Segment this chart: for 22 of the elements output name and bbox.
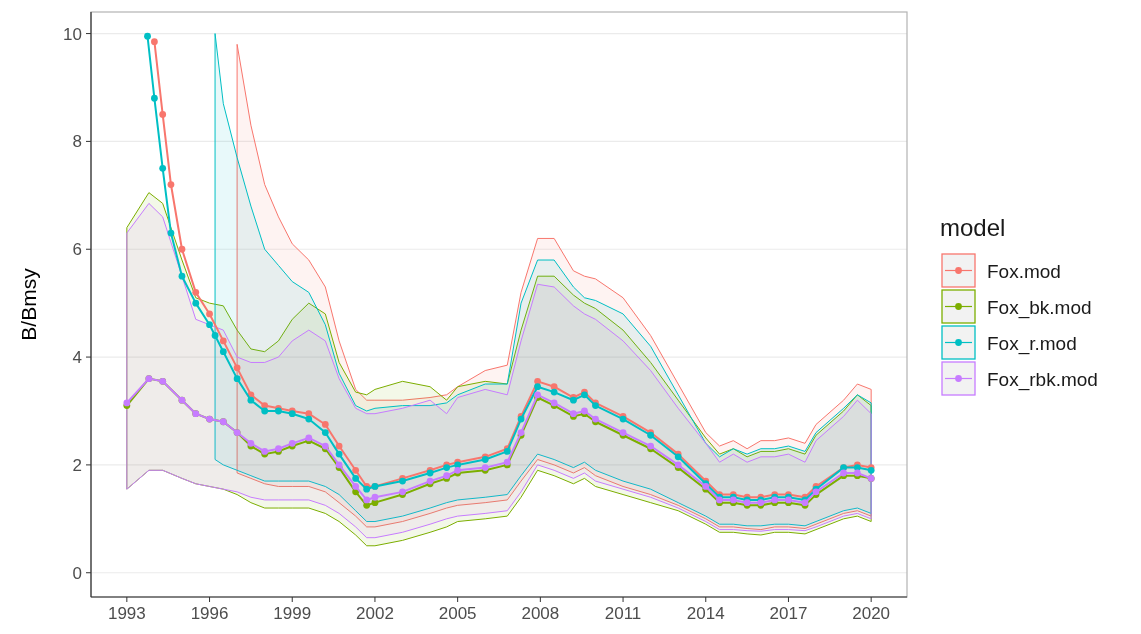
x-tick-label: 2020 xyxy=(852,604,891,623)
legend-label: Fox_bk.mod xyxy=(987,296,1092,319)
x-tick-label: 2005 xyxy=(438,604,477,623)
x-tick-label: 1996 xyxy=(190,604,229,623)
x-tick-label: 2017 xyxy=(769,604,808,623)
legend-title: model xyxy=(940,214,1006,241)
y-axis-title: B/Bmsy xyxy=(17,267,40,341)
legend-label: Fox.mod xyxy=(987,260,1061,282)
x-tick-label: 2002 xyxy=(356,604,394,623)
y-tick-label: 2 xyxy=(72,455,82,475)
y-tick-label: 10 xyxy=(63,24,82,44)
y-tick-label: 0 xyxy=(72,563,82,583)
x-tick-label: 2008 xyxy=(521,604,560,623)
y-tick-label: 8 xyxy=(72,132,82,152)
y-tick-label: 4 xyxy=(72,348,82,368)
x-tick-label: 1999 xyxy=(273,604,312,623)
x-tick-label: 1993 xyxy=(107,604,146,623)
y-tick-label: 6 xyxy=(72,240,82,260)
legend-label: Fox_r.mod xyxy=(987,332,1077,355)
x-tick-label: 2011 xyxy=(604,604,642,623)
x-tick-label: 2014 xyxy=(686,604,725,623)
legend-label: Fox_rbk.mod xyxy=(987,368,1098,391)
